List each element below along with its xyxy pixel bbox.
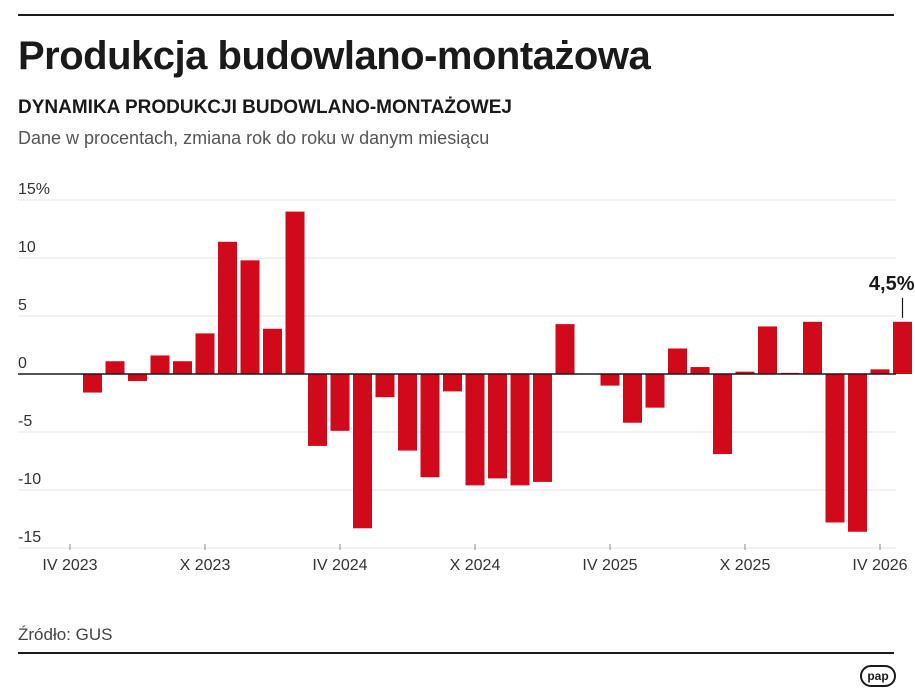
y-tick-label: -10 [18, 471, 41, 488]
x-tick-label: X 2025 [720, 557, 771, 574]
bar [375, 374, 395, 398]
bar [645, 374, 665, 408]
bar [488, 374, 507, 479]
y-tick-label: 10 [18, 239, 36, 256]
pap-logo: pap [860, 665, 896, 687]
source-note: Źródło: GUS [18, 625, 113, 644]
bar [150, 355, 170, 374]
top-rule [18, 14, 894, 16]
bar [713, 374, 732, 455]
bar [195, 333, 215, 374]
bar [510, 374, 530, 486]
chart-description: Dane w procentach, zmiana rok do roku w … [18, 128, 490, 148]
y-tick-label: -15 [18, 529, 41, 546]
bar [668, 348, 687, 374]
bar [623, 374, 642, 423]
bar [263, 328, 282, 374]
bar [870, 369, 890, 374]
bar [83, 374, 102, 393]
chart-subtitle: DYNAMIKA PRODUKCJI BUDOWLANO-MONTAŻOWEJ [18, 97, 512, 118]
bar [893, 321, 912, 374]
x-tick-label: IV 2025 [582, 557, 637, 574]
bar [240, 260, 260, 374]
bar [285, 211, 305, 374]
y-tick-label: 0 [18, 355, 27, 372]
bar [758, 326, 777, 374]
x-tick-label: IV 2023 [42, 557, 97, 574]
bar [735, 371, 755, 374]
bar [690, 367, 710, 374]
bar [398, 374, 417, 451]
bar [128, 374, 147, 381]
bar [465, 374, 485, 486]
bar [420, 374, 440, 478]
y-tick-label: 15% [18, 181, 50, 198]
axis-layer [18, 373, 896, 550]
bar [600, 374, 620, 386]
bar [105, 361, 125, 374]
svg-text:pap: pap [867, 669, 888, 683]
bar [533, 374, 552, 482]
x-tick-label: X 2024 [450, 557, 501, 574]
bar [173, 361, 192, 374]
bar [443, 374, 462, 392]
x-tick-label: IV 2026 [852, 557, 907, 574]
bar [353, 374, 372, 529]
y-tick-label: -5 [18, 413, 32, 430]
bottom-rule [18, 652, 894, 654]
bar [825, 374, 845, 523]
grid-layer [18, 199, 896, 549]
bars-layer [83, 211, 912, 532]
x-tick-label: X 2023 [180, 557, 231, 574]
bar [308, 374, 327, 446]
page-title: Produkcja budowlano-montażowa [18, 34, 651, 78]
bar [803, 321, 822, 374]
y-tick-label: 5 [18, 297, 27, 314]
x-tick-label: IV 2024 [312, 557, 367, 574]
bar [555, 324, 575, 374]
bar [848, 374, 867, 532]
bar [330, 374, 350, 431]
bar [218, 241, 237, 374]
annotation-label: 4,5% [869, 273, 915, 295]
